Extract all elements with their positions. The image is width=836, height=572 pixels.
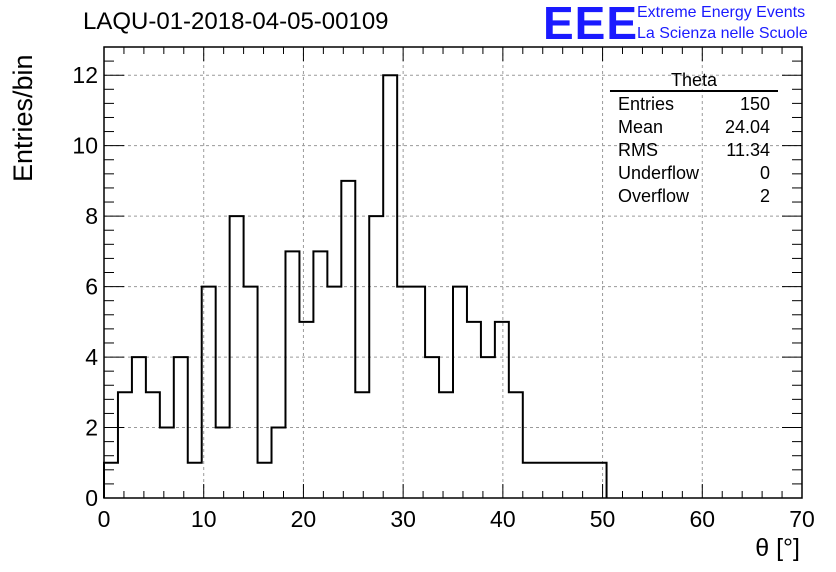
stats-value: 150 <box>739 94 770 114</box>
x-tick-label: 10 <box>191 506 217 532</box>
x-tick-label: 50 <box>590 506 616 532</box>
eee-logo: EEE <box>543 0 639 49</box>
x-axis-label: θ [°] <box>755 534 800 562</box>
chart-title: LAQU-01-2018-04-05-00109 <box>83 8 389 35</box>
y-tick-label: 4 <box>85 344 98 370</box>
stats-label: Entries <box>618 94 675 114</box>
histogram-line <box>103 74 608 498</box>
stats-row-rms: RMS 11.34 <box>610 139 778 162</box>
stats-value: 11.34 <box>726 140 770 160</box>
stats-box: Theta Entries 150 Mean 24.04 RMS 11.34 U… <box>610 70 778 208</box>
stats-title: Theta <box>610 70 778 92</box>
x-tick-label: 70 <box>789 506 815 532</box>
stats-label: Overflow <box>618 186 690 206</box>
y-tick-label: 12 <box>72 62 98 88</box>
x-tick-label: 0 <box>98 506 111 532</box>
stats-label: Underflow <box>618 163 700 183</box>
plot-area <box>104 47 802 498</box>
x-tick-label: 30 <box>390 506 416 532</box>
stats-row-mean: Mean 24.04 <box>610 116 778 139</box>
stats-row-underflow: Underflow 0 <box>610 162 778 185</box>
stats-value: 24.04 <box>724 117 770 137</box>
stats-value: 2 <box>759 186 770 206</box>
y-tick-label: 6 <box>85 274 98 300</box>
y-tick-label: 2 <box>85 415 98 441</box>
y-tick-label: 0 <box>85 485 98 511</box>
stats-row-entries: Entries 150 <box>610 93 778 116</box>
stats-value: 0 <box>759 163 770 183</box>
stats-label: Mean <box>618 117 664 137</box>
logo-line-1: Extreme Energy Events <box>637 4 806 21</box>
x-tick-label: 20 <box>291 506 317 532</box>
plot-frame <box>103 46 803 499</box>
x-tick-label: 60 <box>689 506 715 532</box>
stats-label: RMS <box>618 140 658 160</box>
stats-row-overflow: Overflow 2 <box>610 185 778 208</box>
logo-line-2: La Scienza nelle Scuole <box>637 25 808 42</box>
y-tick-label: 10 <box>72 133 98 159</box>
y-tick-label: 8 <box>85 203 98 229</box>
x-tick-label: 40 <box>490 506 516 532</box>
y-axis-label: Entries/bin <box>8 54 38 182</box>
